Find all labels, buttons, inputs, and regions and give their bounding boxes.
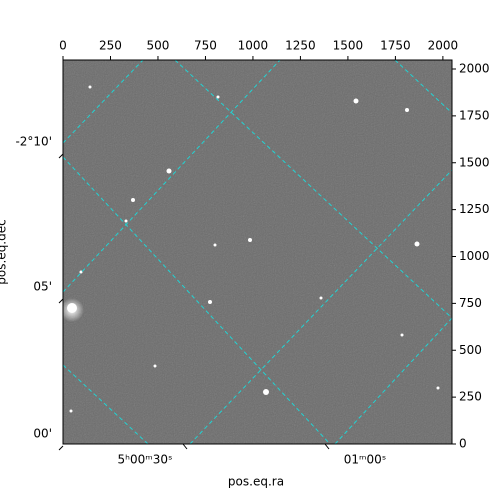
frame bbox=[62, 59, 453, 445]
dec-tick bbox=[58, 445, 64, 451]
x-tick-label: 1250 bbox=[285, 39, 316, 53]
y-axis-label: pos.eq.dec bbox=[0, 219, 9, 284]
y-tick-label: 0 bbox=[459, 437, 467, 451]
ra-tick-label: 5ʰ00ᵐ30ˢ bbox=[118, 453, 173, 467]
dec-tick-label: 00' bbox=[33, 427, 52, 441]
y-tick-label: 1250 bbox=[459, 202, 490, 216]
y-tick-label: 750 bbox=[459, 296, 482, 310]
x-tick-label: 1750 bbox=[380, 39, 411, 53]
coordinate-grid bbox=[62, 59, 453, 445]
x-tick-label: 1000 bbox=[238, 39, 269, 53]
y-tick-label: 1000 bbox=[459, 249, 490, 263]
y-tick-label: 250 bbox=[459, 390, 482, 404]
y-tick-label: 1500 bbox=[459, 155, 490, 169]
ra-tick bbox=[324, 443, 330, 450]
dec-tick bbox=[58, 153, 64, 159]
x-tick-label: 1500 bbox=[333, 39, 364, 53]
ra-tick bbox=[182, 443, 188, 450]
x-tick-label: 500 bbox=[147, 39, 170, 53]
ra-tick-label: 01ᵐ00ˢ bbox=[344, 453, 387, 467]
x-tick-label: 2000 bbox=[428, 39, 459, 53]
x-tick-label: 750 bbox=[194, 39, 217, 53]
y-tick-label: 1750 bbox=[459, 108, 490, 122]
x-tick-label: 0 bbox=[59, 39, 67, 53]
dec-tick-label: 05' bbox=[33, 280, 52, 294]
y-tick-label: 500 bbox=[459, 343, 482, 357]
image bbox=[60, 60, 452, 444]
dec-tick-label: -2°10' bbox=[15, 135, 52, 149]
x-axis-label: pos.eq.ra bbox=[228, 475, 284, 489]
dec-tick bbox=[58, 298, 64, 304]
y-tick-label: 2000 bbox=[459, 62, 490, 76]
x-tick-label: 250 bbox=[99, 39, 122, 53]
